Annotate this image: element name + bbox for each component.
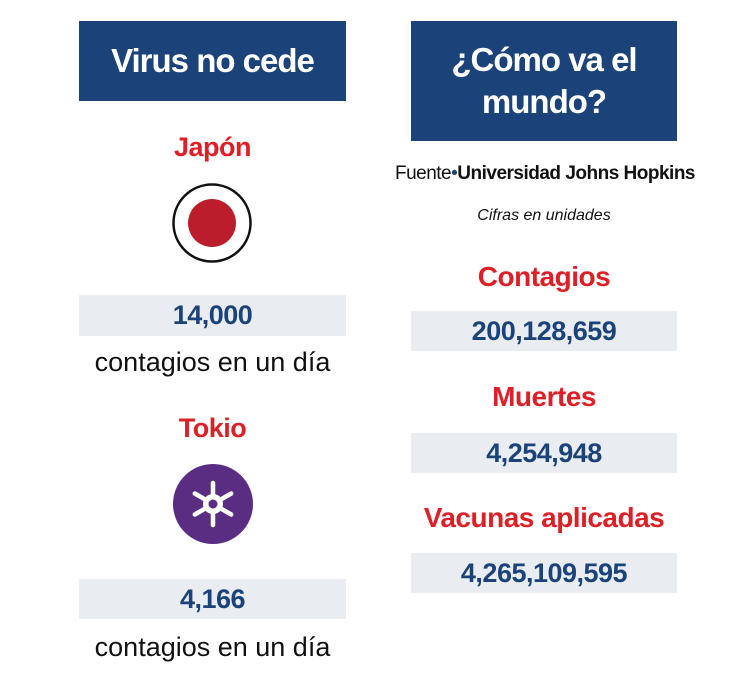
right-title-line1: ¿Cómo va el (451, 41, 637, 78)
units-note: Cifras en unidades (477, 207, 611, 224)
stat-box-contagios: 200,128,659 (411, 311, 677, 351)
stat-label-muertes: Muertes (492, 381, 596, 412)
japan-caption: contagios en un día (94, 347, 331, 377)
tokyo-cases-box: 4,166 (79, 579, 346, 619)
tokyo-cases-value: 4,166 (179, 583, 246, 614)
left-title-box: Virus no cede (79, 21, 346, 101)
tokyo-caption: contagios en un día (94, 632, 331, 662)
stat-box-vacunas: 4,265,109,595 (411, 553, 677, 593)
japan-cases-box: 14,000 (79, 295, 346, 336)
stat-label-vacunas: Vacunas aplicadas (423, 502, 665, 533)
stat-value-contagios: 200,128,659 (471, 315, 617, 346)
japan-flag-icon (172, 183, 252, 263)
stat-box-muertes: 4,254,948 (411, 433, 677, 473)
right-title-box: ¿Cómo va el mundo? (411, 21, 677, 141)
left-title: Virus no cede (111, 42, 315, 79)
stat-value-vacunas: 4,265,109,595 (460, 557, 628, 588)
tokyo-label: Tokio (178, 413, 247, 443)
right-title-line2: mundo? (481, 83, 607, 120)
stat-value-muertes: 4,254,948 (486, 437, 602, 468)
source-name: Universidad Johns Hopkins (457, 163, 696, 184)
japan-cases-value: 14,000 (172, 300, 253, 330)
tokyo-emblem-icon (172, 463, 254, 545)
source-line: Fuente•Universidad Johns Hopkins (370, 163, 720, 185)
source-bullet: • (451, 163, 458, 184)
stat-label-contagios: Contagios (477, 261, 611, 292)
source-prefix: Fuente (394, 163, 452, 184)
japan-label: Japón (173, 132, 252, 162)
